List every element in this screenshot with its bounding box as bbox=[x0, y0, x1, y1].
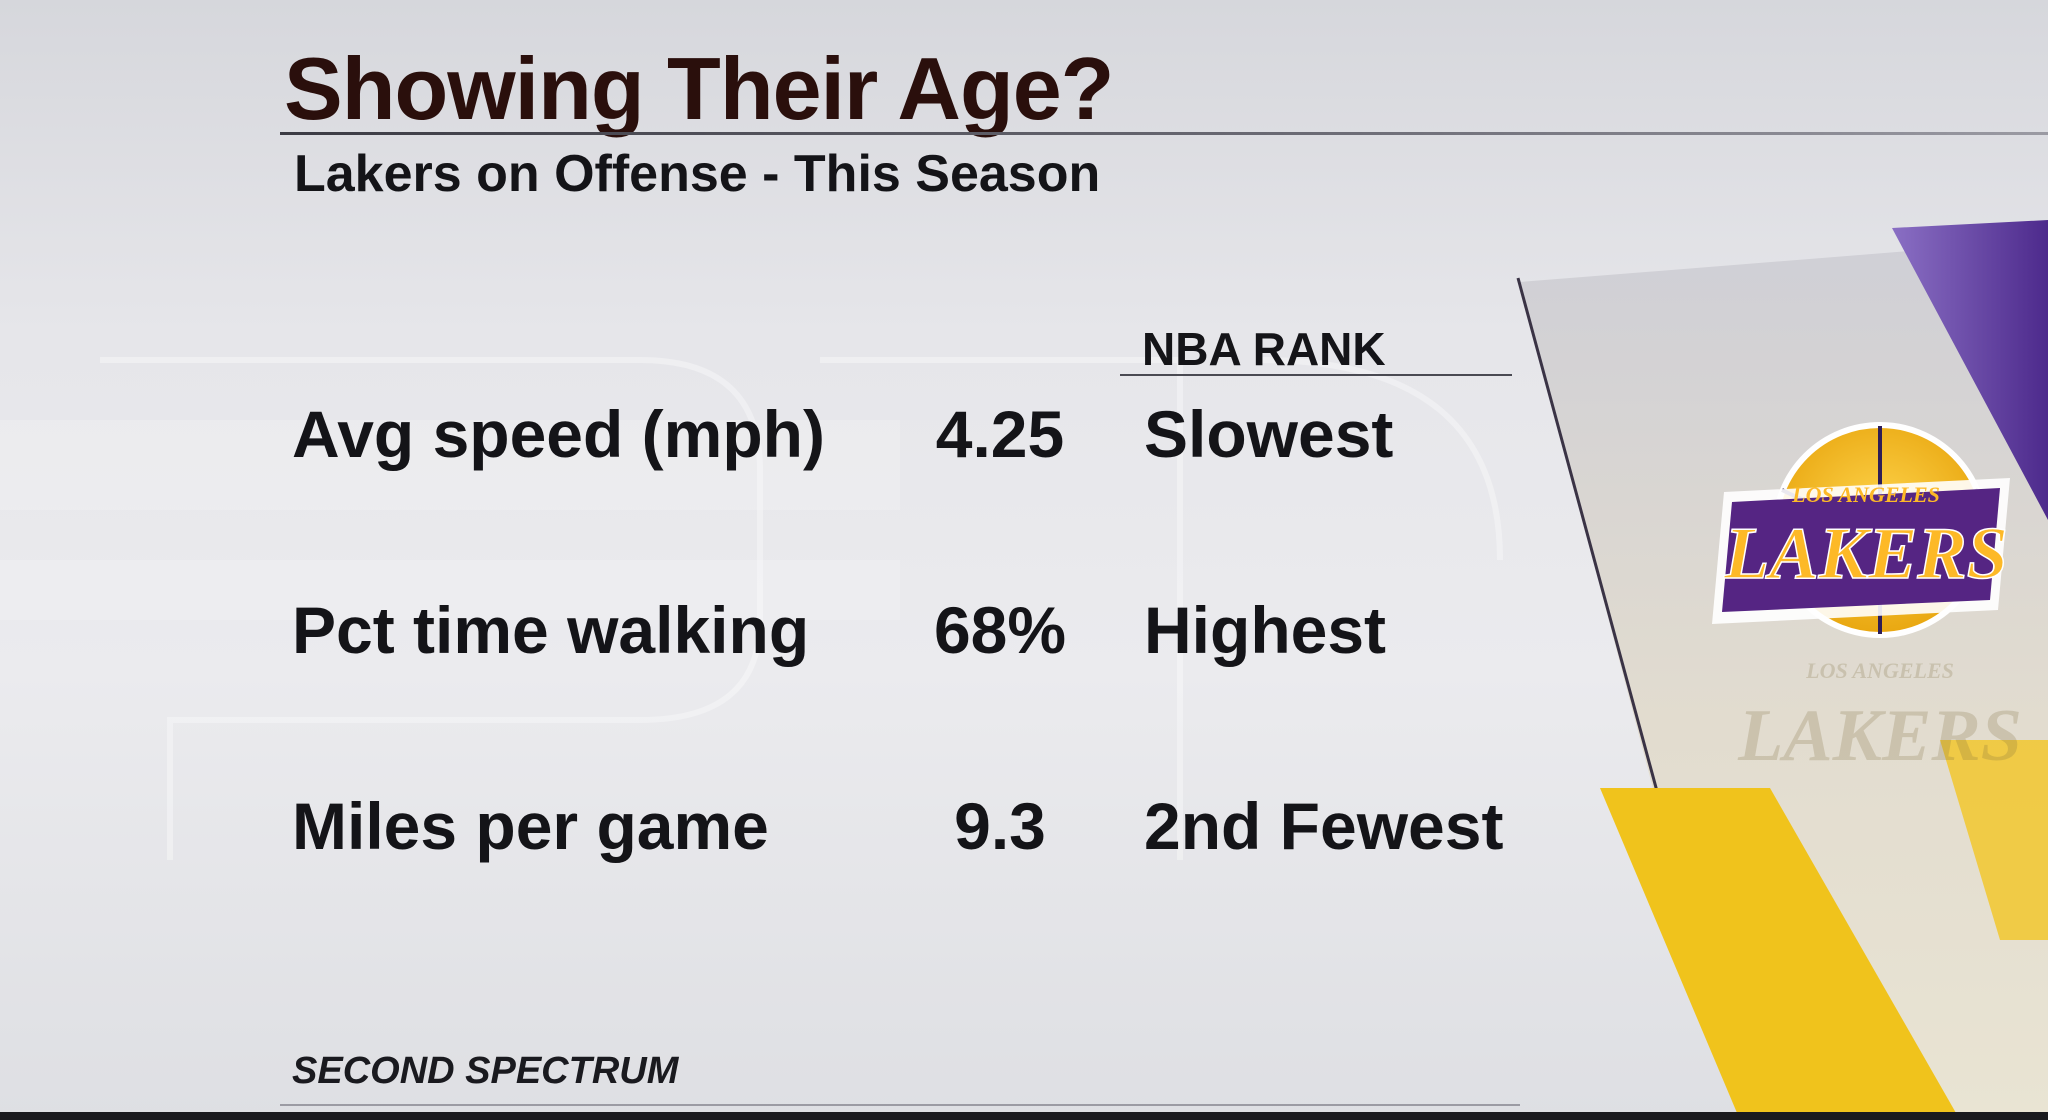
lakers-logo-reflection: LOS ANGELES LAKERS bbox=[1737, 658, 2022, 777]
stat-label: Avg speed (mph) bbox=[292, 397, 825, 471]
bottom-edge-bar bbox=[0, 1112, 2048, 1120]
team-brand-panel: LOS ANGELES LAKERS LOS ANGELES LAKERS bbox=[1516, 220, 2048, 1120]
stat-value: 9.3 bbox=[954, 789, 1046, 863]
reflection-team-text: LAKERS bbox=[1737, 695, 2022, 777]
rank-header-divider bbox=[1120, 374, 1512, 376]
stat-rank: Highest bbox=[1144, 593, 1387, 667]
reflection-city-text: LOS ANGELES bbox=[1805, 658, 1954, 683]
stat-row: Avg speed (mph) 4.25 Slowest bbox=[0, 396, 1600, 486]
data-source-credit: SECOND SPECTRUM bbox=[292, 1050, 679, 1092]
stat-value: 4.25 bbox=[935, 397, 1065, 471]
stat-value: 68% bbox=[933, 593, 1067, 667]
source-divider bbox=[280, 1104, 1520, 1106]
stat-rank: Slowest bbox=[1144, 397, 1394, 471]
logo-team-text: LAKERS bbox=[1723, 513, 2008, 595]
graphic-title: Showing Their Age? bbox=[284, 39, 1114, 138]
logo-city-text: LOS ANGELES bbox=[1791, 482, 1940, 507]
stat-row: Pct time walking 68% Highest bbox=[0, 592, 1600, 682]
lakers-logo: LOS ANGELES LAKERS bbox=[1712, 422, 2010, 638]
stat-label: Miles per game bbox=[292, 789, 769, 863]
stat-label: Pct time walking bbox=[292, 593, 810, 667]
title-divider bbox=[280, 132, 2048, 135]
rank-column-header: NBA RANK bbox=[1142, 323, 1386, 375]
graphic-subtitle: Lakers on Offense - This Season bbox=[294, 145, 1101, 203]
stat-rank: 2nd Fewest bbox=[1144, 789, 1504, 863]
stat-row: Miles per game 9.3 2nd Fewest bbox=[0, 788, 1600, 878]
